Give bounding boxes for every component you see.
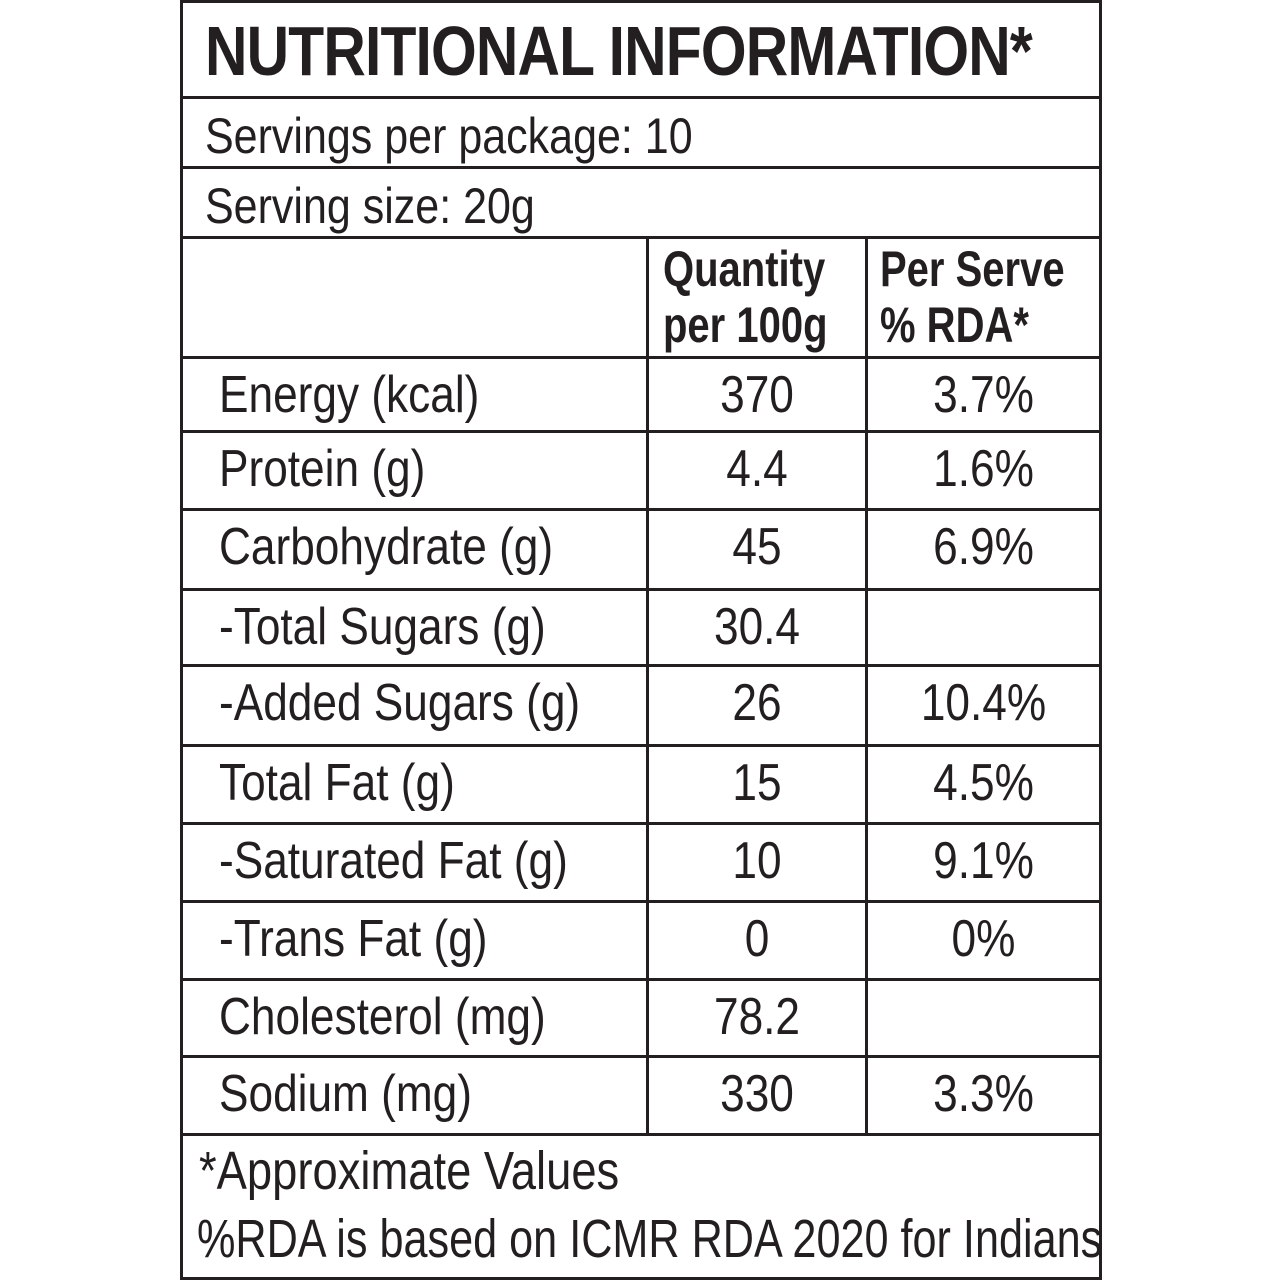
- nutrient-quantity-cell: 26: [649, 667, 868, 744]
- nutrient-quantity: 330: [720, 1065, 794, 1123]
- nutrient-name: Sodium (mg): [219, 1065, 472, 1123]
- table-header-row: Quantity per 100g Per Serve % RDA*: [183, 239, 1099, 359]
- nutrient-quantity-cell: 370: [649, 359, 868, 430]
- servings-per-package: Servings per package: 10: [205, 108, 693, 164]
- nutrient-rda: 3.3%: [933, 1065, 1034, 1123]
- nutrient-quantity: 78.2: [713, 988, 801, 1046]
- nutrient-quantity: 45: [732, 518, 782, 576]
- nutrient-name-cell: -Total Sugars (g): [183, 591, 649, 664]
- nutrient-rda: 1.6%: [933, 440, 1034, 498]
- header-blank-cell: [183, 239, 649, 356]
- nutrient-rda: 10.4%: [920, 674, 1047, 732]
- nutrient-quantity-cell: 15: [649, 747, 868, 822]
- nutrient-quantity: 26: [732, 674, 782, 732]
- nutrient-name: Energy (kcal): [219, 366, 480, 424]
- nutrient-quantity-cell: 4.4: [649, 433, 868, 508]
- nutrient-rda-cell: 1.6%: [868, 433, 1099, 508]
- nutrient-rda: 0%: [951, 910, 1016, 968]
- label-title-row: NUTRITIONAL INFORMATION*: [183, 3, 1099, 99]
- nutrient-quantity: 0: [744, 910, 770, 968]
- nutrient-quantity-cell: 0: [649, 903, 868, 978]
- nutrient-quantity: 10: [732, 832, 782, 890]
- nutrient-row: Carbohydrate (g) 45 6.9%: [183, 511, 1099, 591]
- header-rda-line2: % RDA*: [880, 297, 1029, 353]
- nutrient-row: Energy (kcal) 370 3.7%: [183, 359, 1099, 433]
- nutrient-quantity-cell: 78.2: [649, 981, 868, 1055]
- nutrient-quantity: 370: [720, 366, 794, 424]
- nutrient-rda-cell: 3.3%: [868, 1058, 1099, 1133]
- nutrient-name-cell: Total Fat (g): [183, 747, 649, 822]
- nutrient-row: -Added Sugars (g) 26 10.4%: [183, 667, 1099, 747]
- nutrient-rda: 3.7%: [933, 366, 1034, 424]
- header-rda-cell: Per Serve % RDA*: [868, 239, 1099, 356]
- serving-size-row: Serving size: 20g: [183, 169, 1099, 239]
- nutrient-rda-cell: [868, 591, 1099, 664]
- nutrient-quantity-cell: 10: [649, 825, 868, 900]
- nutrient-rda-cell: 4.5%: [868, 747, 1099, 822]
- nutrient-row: -Total Sugars (g) 30.4: [183, 591, 1099, 667]
- nutrient-quantity-cell: 330: [649, 1058, 868, 1133]
- header-quantity-line1: Quantity: [663, 241, 826, 297]
- nutrient-quantity: 30.4: [713, 598, 801, 656]
- nutrient-rda-cell: [868, 981, 1099, 1055]
- footnote-approximate: *Approximate Values: [199, 1141, 620, 1201]
- label-title: NUTRITIONAL INFORMATION*: [205, 12, 1033, 90]
- nutrient-row: -Saturated Fat (g) 10 9.1%: [183, 825, 1099, 903]
- nutrient-rda-cell: 3.7%: [868, 359, 1099, 430]
- nutrient-name: Protein (g): [219, 440, 426, 498]
- nutrient-quantity: 4.4: [726, 440, 788, 498]
- nutrient-rda-cell: 6.9%: [868, 511, 1099, 588]
- nutrient-name-cell: Energy (kcal): [183, 359, 649, 430]
- nutrient-rda: 6.9%: [933, 518, 1034, 576]
- nutrient-quantity-cell: 30.4: [649, 591, 868, 664]
- header-quantity-line2: per 100g: [663, 297, 828, 353]
- nutrient-quantity-cell: 45: [649, 511, 868, 588]
- header-rda-line1: Per Serve: [880, 241, 1065, 297]
- nutrient-row: Cholesterol (mg) 78.2: [183, 981, 1099, 1058]
- nutrient-rda-cell: 10.4%: [868, 667, 1099, 744]
- nutrient-row: Sodium (mg) 330 3.3%: [183, 1058, 1099, 1136]
- nutrient-name-cell: -Added Sugars (g): [183, 667, 649, 744]
- nutrient-name-cell: Sodium (mg): [183, 1058, 649, 1133]
- nutrient-name-cell: Carbohydrate (g): [183, 511, 649, 588]
- footnotes: *Approximate Values %RDA is based on ICM…: [183, 1136, 1103, 1277]
- nutrient-name: -Total Sugars (g): [219, 598, 546, 656]
- nutrient-name: Carbohydrate (g): [219, 518, 554, 576]
- nutrient-name-cell: -Saturated Fat (g): [183, 825, 649, 900]
- nutrient-row: -Trans Fat (g) 0 0%: [183, 903, 1099, 981]
- nutrient-rda: 4.5%: [933, 754, 1034, 812]
- nutrient-name: Total Fat (g): [219, 754, 455, 812]
- nutrient-row: Protein (g) 4.4 1.6%: [183, 433, 1099, 511]
- nutrient-name: -Saturated Fat (g): [219, 832, 568, 890]
- nutrient-quantity: 15: [732, 754, 782, 812]
- nutrient-name-cell: -Trans Fat (g): [183, 903, 649, 978]
- nutrient-rda: 9.1%: [933, 832, 1034, 890]
- nutrient-rda-cell: 9.1%: [868, 825, 1099, 900]
- nutrient-name-cell: Cholesterol (mg): [183, 981, 649, 1055]
- serving-size: Serving size: 20g: [205, 178, 535, 234]
- nutrition-label: NUTRITIONAL INFORMATION* Servings per pa…: [180, 0, 1102, 1280]
- footnote-rda-basis: %RDA is based on ICMR RDA 2020 for India…: [197, 1209, 1103, 1269]
- header-quantity-cell: Quantity per 100g: [649, 239, 868, 356]
- nutrient-name: Cholesterol (mg): [219, 988, 546, 1046]
- servings-row: Servings per package: 10: [183, 99, 1099, 169]
- nutrient-row: Total Fat (g) 15 4.5%: [183, 747, 1099, 825]
- nutrient-rda-cell: 0%: [868, 903, 1099, 978]
- nutrient-name-cell: Protein (g): [183, 433, 649, 508]
- nutrient-name: -Trans Fat (g): [219, 910, 488, 968]
- nutrient-name: -Added Sugars (g): [219, 674, 581, 732]
